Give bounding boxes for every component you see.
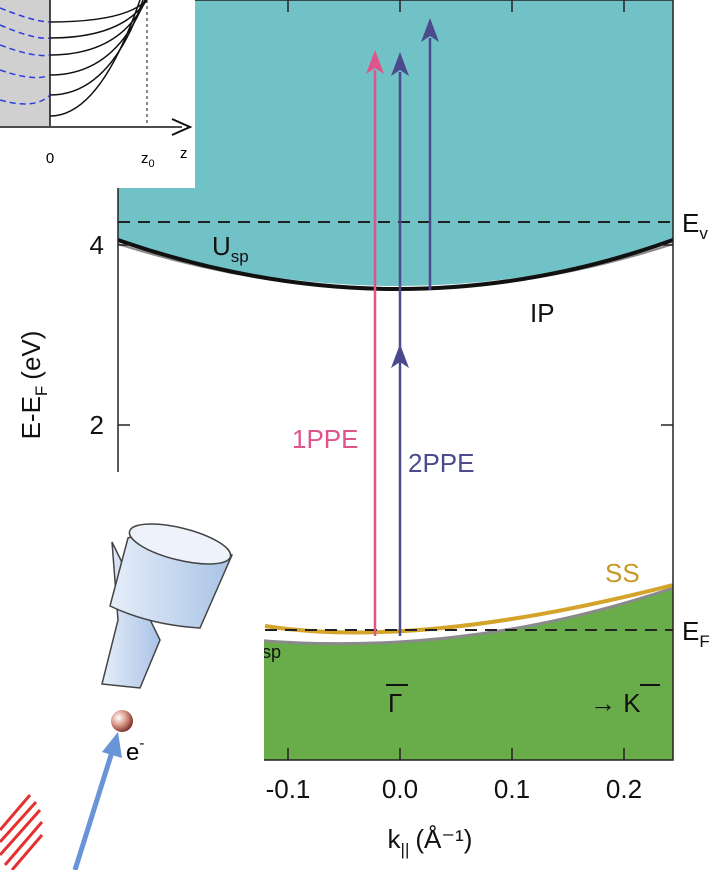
ss-label: SS: [605, 558, 640, 588]
title-unit: (eV): [16, 331, 46, 380]
ppe1-label: 1PPE: [292, 424, 359, 454]
y-axis-title: E-EF (eV): [16, 331, 51, 440]
x-tick-label: 0.1: [494, 774, 530, 804]
y-tick-label: 4: [90, 230, 104, 260]
x-axis-title: k|| (Å⁻¹): [388, 824, 473, 859]
label-sub: F: [699, 632, 709, 651]
title-main: E-E: [16, 396, 46, 439]
bulk-shade: [0, 0, 50, 126]
electron: [111, 710, 133, 732]
y-tick-label: 2: [90, 410, 104, 440]
label-main: E: [682, 208, 699, 238]
sp-label: sp: [262, 642, 281, 662]
ef-label: EF: [682, 616, 710, 651]
title-sub: ||: [401, 840, 410, 859]
title-main: k: [388, 824, 402, 854]
x-tick-label: 0.2: [606, 774, 642, 804]
title-unit: (Å⁻¹): [415, 824, 472, 854]
inset-z: z: [180, 145, 188, 162]
label-sup: -: [139, 735, 144, 752]
vacuum-region: [118, 0, 673, 286]
label-sub: 0: [149, 158, 155, 170]
x-tick-label: 0.0: [382, 774, 418, 804]
label-sub: v: [699, 224, 708, 243]
x-tick-label: -0.1: [266, 774, 311, 804]
label-main: U: [212, 231, 231, 261]
k-label: → K: [590, 688, 641, 718]
gamma-label: Γ: [388, 688, 402, 718]
inset-origin: 0: [46, 150, 54, 167]
label-sub: sp: [231, 247, 249, 266]
ppe2-label: 2PPE: [408, 448, 475, 478]
inset-potential: 0 z0 z: [0, 0, 195, 188]
label-main: E: [682, 616, 699, 646]
figure: 24-0.10.00.10.2 Usp IP Ev EF SS sp Γ → K…: [0, 0, 719, 870]
ip-label: IP: [530, 298, 555, 328]
label-main: e: [126, 739, 139, 766]
label-main: z: [141, 150, 149, 167]
inset-detector: e-: [0, 472, 264, 870]
ev-label: Ev: [682, 208, 708, 243]
title-sub: F: [32, 386, 51, 396]
